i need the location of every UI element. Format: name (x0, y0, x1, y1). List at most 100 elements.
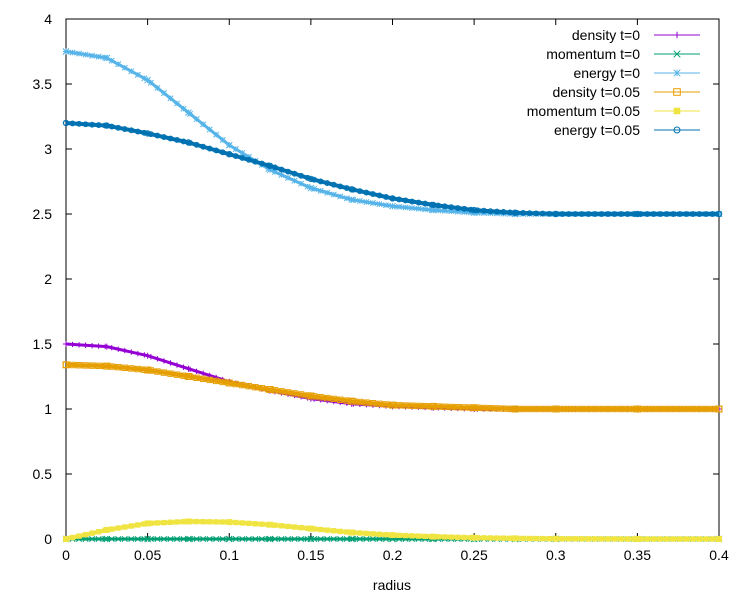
data-point (624, 536, 631, 542)
data-point (232, 145, 239, 153)
data-point (167, 360, 174, 366)
data-point (89, 530, 95, 536)
data-point (76, 342, 82, 348)
data-point (470, 206, 478, 214)
data-point (134, 535, 141, 543)
data-point (200, 535, 207, 543)
data-point (559, 405, 566, 413)
data-point (115, 346, 121, 352)
data-point (683, 211, 690, 217)
data-point (634, 536, 641, 542)
data-point (185, 365, 192, 372)
data-point (702, 405, 710, 413)
data-point (644, 536, 650, 542)
data-point (278, 171, 285, 178)
data-point (592, 211, 598, 217)
data-point (62, 119, 70, 127)
data-point (266, 386, 274, 393)
data-point (128, 68, 135, 75)
data-point (363, 189, 370, 196)
data-point (657, 211, 664, 217)
data-point (356, 398, 364, 406)
data-point (369, 200, 376, 207)
data-point (389, 195, 396, 202)
data-point (683, 536, 690, 542)
data-point (337, 535, 344, 543)
data-point (631, 536, 637, 542)
data-point (506, 405, 514, 413)
data-point (585, 211, 592, 217)
data-point (144, 366, 152, 374)
data-point (239, 381, 246, 389)
data-point (161, 134, 167, 140)
data-point (311, 185, 318, 192)
data-point (664, 536, 670, 542)
data-point (356, 535, 363, 543)
data-point (470, 404, 478, 412)
data-point (520, 210, 527, 216)
data-point (185, 109, 192, 116)
data-point (154, 356, 161, 362)
data-point (493, 405, 501, 412)
data-point (102, 535, 109, 543)
data-point (141, 75, 148, 82)
data-point (324, 527, 330, 533)
data-point (75, 362, 83, 369)
data-point (644, 211, 651, 217)
data-point (633, 405, 641, 413)
data-point (185, 518, 192, 525)
data-point (69, 49, 76, 56)
data-point (148, 520, 154, 526)
data-point (219, 136, 226, 143)
data-point (500, 405, 507, 412)
data-point (76, 50, 83, 57)
data-point (134, 71, 141, 78)
data-point (213, 147, 220, 154)
data-point (108, 535, 115, 543)
data-point (676, 211, 683, 217)
data-point (206, 145, 213, 152)
data-point (266, 535, 274, 543)
data-point (408, 402, 416, 409)
data-point (461, 534, 468, 541)
data-point (389, 202, 396, 210)
data-point (605, 536, 611, 542)
data-point (154, 132, 161, 139)
data-point (696, 536, 703, 542)
data-point (578, 405, 586, 413)
data-point (532, 405, 540, 413)
data-point (657, 405, 664, 413)
data-point (200, 121, 207, 128)
data-point (546, 405, 553, 413)
data-point (144, 535, 151, 543)
y-tick-label: 0.5 (33, 466, 53, 482)
data-point (350, 535, 357, 543)
x-tick-label: 0 (62, 547, 70, 563)
data-point (389, 532, 396, 539)
data-point (454, 208, 461, 215)
data-point (363, 198, 370, 206)
data-point (265, 535, 272, 543)
data-point (376, 535, 383, 543)
data-point (709, 405, 716, 413)
legend-label: energy t=0 (573, 65, 640, 81)
data-point (76, 120, 82, 127)
data-point (696, 405, 703, 413)
data-point (69, 534, 76, 541)
data-point (402, 402, 409, 409)
data-point (95, 122, 102, 129)
data-point (330, 191, 337, 198)
data-point (239, 155, 246, 161)
data-point (395, 402, 403, 409)
data-point (219, 535, 226, 543)
data-point (180, 105, 187, 112)
data-point (147, 131, 154, 138)
data-point (95, 53, 102, 60)
data-point (109, 344, 115, 351)
data-point (585, 536, 592, 542)
series-line (65, 342, 719, 411)
data-point (480, 404, 488, 412)
data-point (89, 342, 95, 349)
data-point (481, 535, 487, 541)
data-point (82, 121, 89, 128)
